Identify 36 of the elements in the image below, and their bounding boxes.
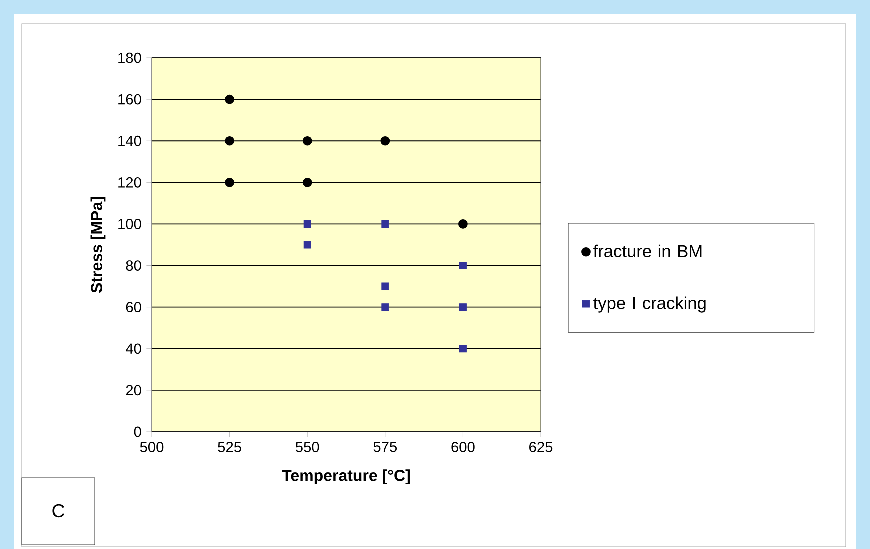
y-tick-label: 80 [126,260,142,271]
x-tick-label: 600 [452,442,475,452]
text: C [52,504,65,518]
y-tick-label: 120 [118,177,142,188]
y-tick-label: 100 [118,219,142,230]
y-tick-label: 60 [126,302,142,313]
x-tick-label: 550 [296,442,320,452]
point [302,178,312,188]
y-tick-label: 40 [126,344,142,354]
point [382,304,390,312]
point [382,220,390,228]
point [458,220,468,229]
point [225,94,234,104]
point [459,304,467,312]
point [459,262,467,270]
y-axis-title: Stress [MPa] [90,197,106,293]
x-tick-label: 625 [530,442,553,452]
point [459,345,467,353]
point [304,241,312,249]
point [382,282,390,290]
point [380,136,390,146]
point [302,136,312,146]
legend-label: fracture in BM [594,244,702,258]
point [304,220,312,228]
x-axis-title: Temperature [°C] [282,470,410,484]
y-tick-label: 20 [126,385,142,396]
x-tick-label: 500 [140,442,164,452]
y-tick-label: 160 [118,94,142,105]
y-tick-label: 140 [118,136,142,146]
y-tick-label: 180 [118,52,142,64]
legend-label: type I cracking [594,296,706,313]
point [225,136,234,146]
x-tick-label: 525 [218,442,242,452]
y-tick-label: 0 [134,426,142,438]
x-tick-label: 575 [374,442,398,452]
point [225,178,234,188]
